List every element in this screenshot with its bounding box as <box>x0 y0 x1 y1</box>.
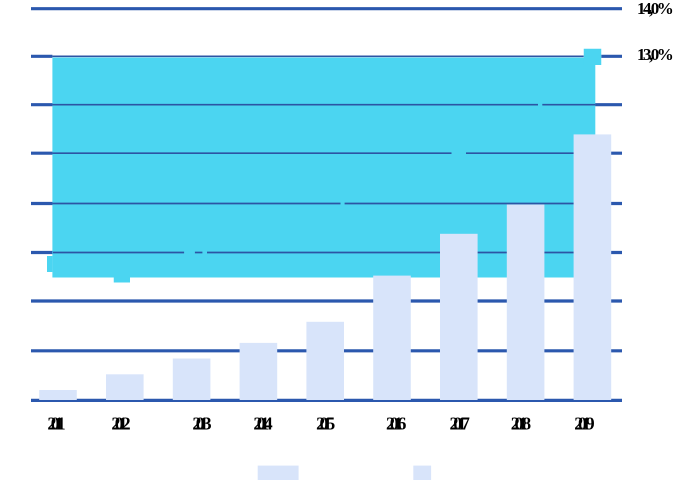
svg-text:14,0%: 14,0% <box>637 0 673 18</box>
svg-text:13,0%: 13,0% <box>637 45 673 64</box>
